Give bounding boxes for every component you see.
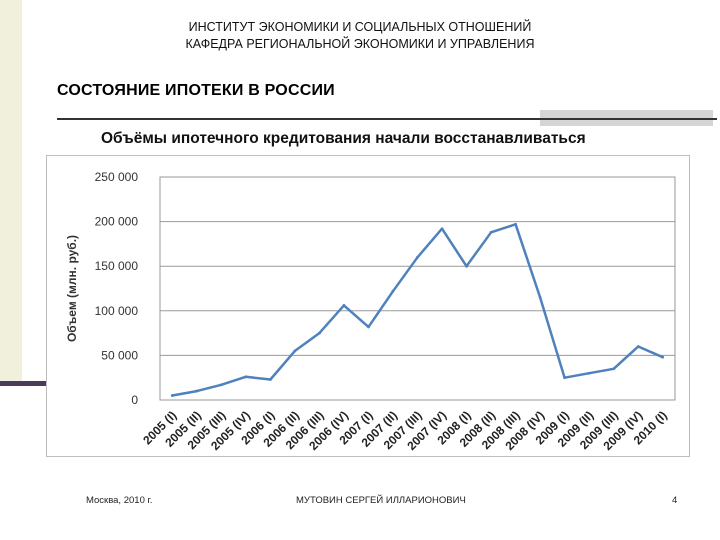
data-point <box>636 345 640 348</box>
data-point <box>661 355 665 359</box>
data-point <box>391 289 395 293</box>
data-point <box>342 304 346 307</box>
series-line <box>172 223 664 397</box>
data-point <box>293 349 297 353</box>
left-accent-bar <box>0 381 46 386</box>
data-point <box>538 296 542 299</box>
data-point <box>244 375 248 379</box>
data-point <box>219 383 223 387</box>
slide-title: СОСТОЯНИЕ ИПОТЕКИ В РОССИИ <box>57 82 335 99</box>
y-tick-label: 250 000 <box>95 170 139 184</box>
data-point <box>612 367 616 371</box>
footer-location-date: Москва, 2010 г. <box>86 495 153 506</box>
data-point <box>465 264 468 268</box>
data-point <box>416 255 419 259</box>
page-number: 4 <box>672 495 678 506</box>
data-point <box>268 378 272 381</box>
y-tick-label: 0 <box>131 393 138 407</box>
data-point <box>489 230 493 234</box>
y-tick-label: 200 000 <box>95 215 139 229</box>
data-point <box>563 376 567 380</box>
mortgage-volume-chart: 0 50 000 100 000 150 000 200 000 250 000 Объем… <box>65 170 676 453</box>
y-tick-label: 50 000 <box>101 348 138 362</box>
footer-author: МУТОВИН СЕРГЕЙ ИЛЛАРИОНОВИЧ <box>296 495 466 506</box>
data-point <box>195 389 199 393</box>
department-name: КАФЕДРА РЕГИОНАЛЬНОЙ ЭКОНОМИКИ И УПРАВЛЕ… <box>185 37 535 51</box>
y-tick-label: 150 000 <box>95 259 139 273</box>
institute-name: ИНСТИТУТ ЭКОНОМИКИ И СОЦИАЛЬНЫХ ОТНОШЕНИ… <box>188 20 532 34</box>
slide-subtitle: Объёмы ипотечного кредитования начали во… <box>101 130 586 147</box>
title-divider <box>57 118 717 120</box>
left-decorative-strip <box>0 0 22 384</box>
chart-frame: 0 50 000 100 000 150 000 200 000 250 000 Объем… <box>46 155 690 457</box>
data-point <box>587 371 591 375</box>
y-axis-label: Объем (млн. руб.) <box>65 235 79 342</box>
y-tick-label: 100 000 <box>95 304 139 318</box>
data-point <box>170 394 174 397</box>
data-point <box>318 331 321 335</box>
data-point <box>367 325 370 329</box>
plot-area <box>159 176 676 401</box>
data-point <box>440 227 444 231</box>
data-point <box>514 222 517 226</box>
